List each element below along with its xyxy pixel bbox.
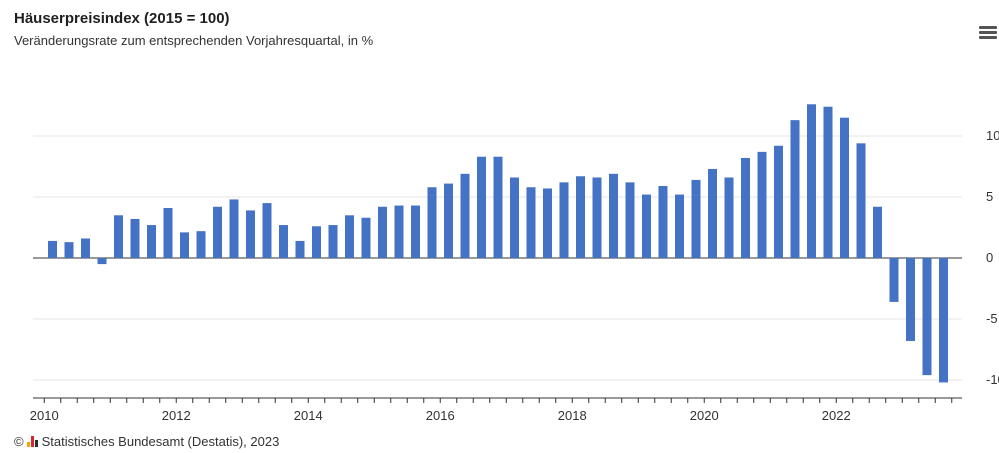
bar[interactable] <box>130 218 140 258</box>
x-tick-label: 2018 <box>558 408 587 423</box>
y-tick-label: 10 <box>986 128 999 143</box>
bar[interactable] <box>114 215 123 258</box>
bar[interactable] <box>840 117 849 258</box>
source-credit: © Statistisches Bundesamt (Destatis), 20… <box>14 434 279 449</box>
y-tick-label: -5 <box>986 311 998 326</box>
bar[interactable] <box>180 232 189 258</box>
bar[interactable] <box>196 231 206 258</box>
bar[interactable] <box>295 240 305 258</box>
bar[interactable] <box>592 177 602 258</box>
bar[interactable] <box>97 258 107 265</box>
bar[interactable] <box>823 106 833 258</box>
bar[interactable] <box>708 168 717 258</box>
source-text: Statistisches Bundesamt (Destatis), 2023 <box>41 434 280 449</box>
bar[interactable] <box>625 182 635 258</box>
bar[interactable] <box>328 225 338 258</box>
hamburger-menu-icon[interactable] <box>979 26 997 40</box>
bar[interactable] <box>147 225 156 258</box>
bar[interactable] <box>658 186 668 258</box>
bar[interactable] <box>64 242 74 258</box>
bar[interactable] <box>790 120 800 258</box>
bar[interactable] <box>246 210 255 258</box>
bar[interactable] <box>906 258 915 341</box>
x-tick-label: 2012 <box>162 408 191 423</box>
bar[interactable] <box>444 183 453 258</box>
bar[interactable] <box>361 217 371 258</box>
chart-title: Häuserpreisindex (2015 = 100) <box>14 10 230 27</box>
x-tick-label: 2020 <box>690 408 719 423</box>
copyright-symbol: © <box>14 434 24 449</box>
bar[interactable] <box>642 194 651 258</box>
bar[interactable] <box>873 206 882 258</box>
bar[interactable] <box>526 187 536 258</box>
bar[interactable] <box>345 215 354 258</box>
menu-line-icon <box>979 36 997 39</box>
bar[interactable] <box>609 173 618 258</box>
bar[interactable] <box>394 205 404 258</box>
bar[interactable] <box>229 199 239 258</box>
bar[interactable] <box>675 194 684 258</box>
bar[interactable] <box>411 205 420 258</box>
bar[interactable] <box>889 258 899 302</box>
bar[interactable] <box>691 179 701 258</box>
x-tick-label: 2016 <box>426 408 455 423</box>
bar[interactable] <box>543 188 552 258</box>
bar[interactable] <box>460 173 470 258</box>
bar[interactable] <box>493 156 503 258</box>
bar[interactable] <box>922 258 932 376</box>
bar[interactable] <box>312 226 321 258</box>
x-tick-label: 2010 <box>30 408 59 423</box>
bar[interactable] <box>724 177 734 258</box>
bar[interactable] <box>213 206 222 258</box>
bar[interactable] <box>48 240 57 258</box>
bar[interactable] <box>757 151 767 258</box>
bar[interactable] <box>774 145 783 258</box>
bar[interactable] <box>741 157 750 258</box>
y-axis: 10 5 0 -5 -10 <box>986 128 999 387</box>
menu-line-icon <box>979 26 997 29</box>
bar[interactable] <box>477 156 486 258</box>
bar[interactable] <box>807 104 816 258</box>
bar[interactable] <box>939 258 948 383</box>
y-tick-label: 5 <box>986 189 993 204</box>
bar[interactable] <box>378 206 387 258</box>
bar[interactable] <box>279 225 288 258</box>
bar[interactable] <box>576 176 585 258</box>
destatis-logo-icon <box>26 436 39 447</box>
y-tick-label: -10 <box>986 372 999 387</box>
bar[interactable] <box>510 177 519 258</box>
x-tick-label: 2022 <box>822 408 851 423</box>
y-tick-label: 0 <box>986 250 993 265</box>
x-axis: 2010 2012 2014 2016 2018 2020 2022 <box>30 397 962 423</box>
menu-line-icon <box>979 31 997 34</box>
bar[interactable] <box>163 207 173 258</box>
bar[interactable] <box>81 238 90 258</box>
x-tick-label: 2014 <box>294 408 323 423</box>
bar[interactable] <box>856 143 866 258</box>
chart-subtitle: Veränderungsrate zum entsprechenden Vorj… <box>14 33 374 48</box>
bar[interactable] <box>262 203 272 258</box>
bar[interactable] <box>427 187 437 258</box>
bar-series <box>48 104 948 383</box>
bar[interactable] <box>559 182 569 258</box>
